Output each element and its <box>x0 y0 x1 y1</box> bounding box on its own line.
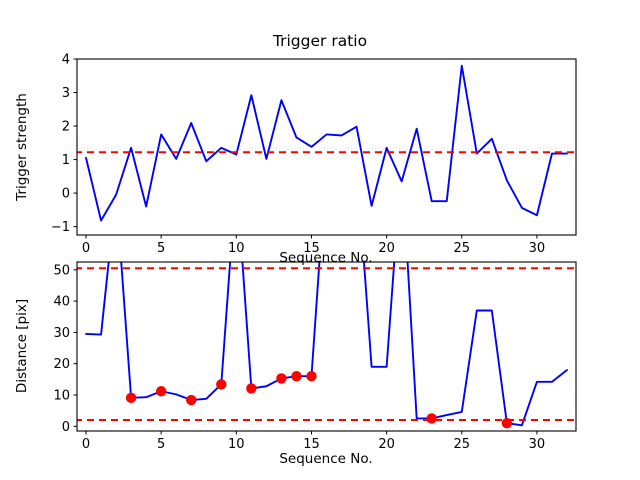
svg-text:30: 30 <box>529 437 546 452</box>
accepted-point-marker <box>291 371 302 382</box>
accepted-point-marker <box>426 413 437 424</box>
svg-text:50: 50 <box>53 263 70 278</box>
accepted-point-marker <box>186 394 197 406</box>
svg-text:−1: −1 <box>51 220 70 235</box>
accepted-point-marker <box>155 386 167 397</box>
accepted-point-marker <box>125 392 137 404</box>
svg-text:15: 15 <box>303 437 320 452</box>
bottom-y-ticks: 0 10 20 30 40 50 <box>53 263 77 435</box>
trigger-strength-line <box>85 64 568 222</box>
bottom-axes-frame <box>76 261 577 432</box>
svg-text:5: 5 <box>157 437 165 452</box>
svg-text:0: 0 <box>62 420 70 435</box>
accepted-point-marker <box>276 373 287 384</box>
accepted-point-marker <box>306 371 317 382</box>
bottom-axes: 0 5 10 15 20 25 30 0 10 20 30 40 50 Sequence No. Di… <box>14 261 577 467</box>
svg-text:20: 20 <box>53 357 70 372</box>
svg-text:20: 20 <box>378 437 395 452</box>
top-axes: Trigger ratio 0 5 10 15 20 25 30 −1 0 1 2 3 4 Seque… <box>14 32 577 266</box>
svg-text:0: 0 <box>82 241 90 256</box>
svg-text:30: 30 <box>53 326 70 341</box>
svg-text:25: 25 <box>453 437 470 452</box>
top-y-ticks: −1 0 1 2 3 4 <box>51 53 77 235</box>
svg-text:10: 10 <box>228 241 245 256</box>
svg-text:4: 4 <box>62 53 70 68</box>
svg-text:5: 5 <box>157 241 165 256</box>
svg-text:30: 30 <box>529 241 546 256</box>
accepted-point-marker <box>246 383 257 394</box>
svg-text:20: 20 <box>378 241 395 256</box>
top-x-axis-label: Sequence No. <box>279 250 372 266</box>
bottom-x-axis-label: Sequence No. <box>279 451 372 467</box>
svg-text:25: 25 <box>453 241 470 256</box>
distance-line <box>85 262 568 427</box>
bottom-x-ticks: 0 5 10 15 20 25 30 <box>82 431 545 452</box>
svg-text:15: 15 <box>303 241 320 256</box>
svg-text:1: 1 <box>62 153 70 168</box>
top-axes-frame <box>76 58 577 236</box>
svg-text:10: 10 <box>53 389 70 404</box>
top-y-axis-label: Trigger strength <box>14 93 30 202</box>
svg-text:10: 10 <box>228 437 245 452</box>
accepted-point-marker <box>216 379 227 390</box>
top-x-ticks: 0 5 10 15 20 25 30 <box>82 235 545 256</box>
svg-text:0: 0 <box>82 437 90 452</box>
bottom-y-axis-label: Distance [pix] <box>14 299 30 393</box>
svg-text:40: 40 <box>53 295 70 310</box>
accepted-point-marker <box>501 417 513 429</box>
accepted-point-markers <box>125 371 513 429</box>
svg-text:3: 3 <box>62 86 70 101</box>
top-plot-title: Trigger ratio <box>272 32 367 50</box>
svg-text:2: 2 <box>62 120 70 135</box>
svg-text:0: 0 <box>62 187 70 202</box>
